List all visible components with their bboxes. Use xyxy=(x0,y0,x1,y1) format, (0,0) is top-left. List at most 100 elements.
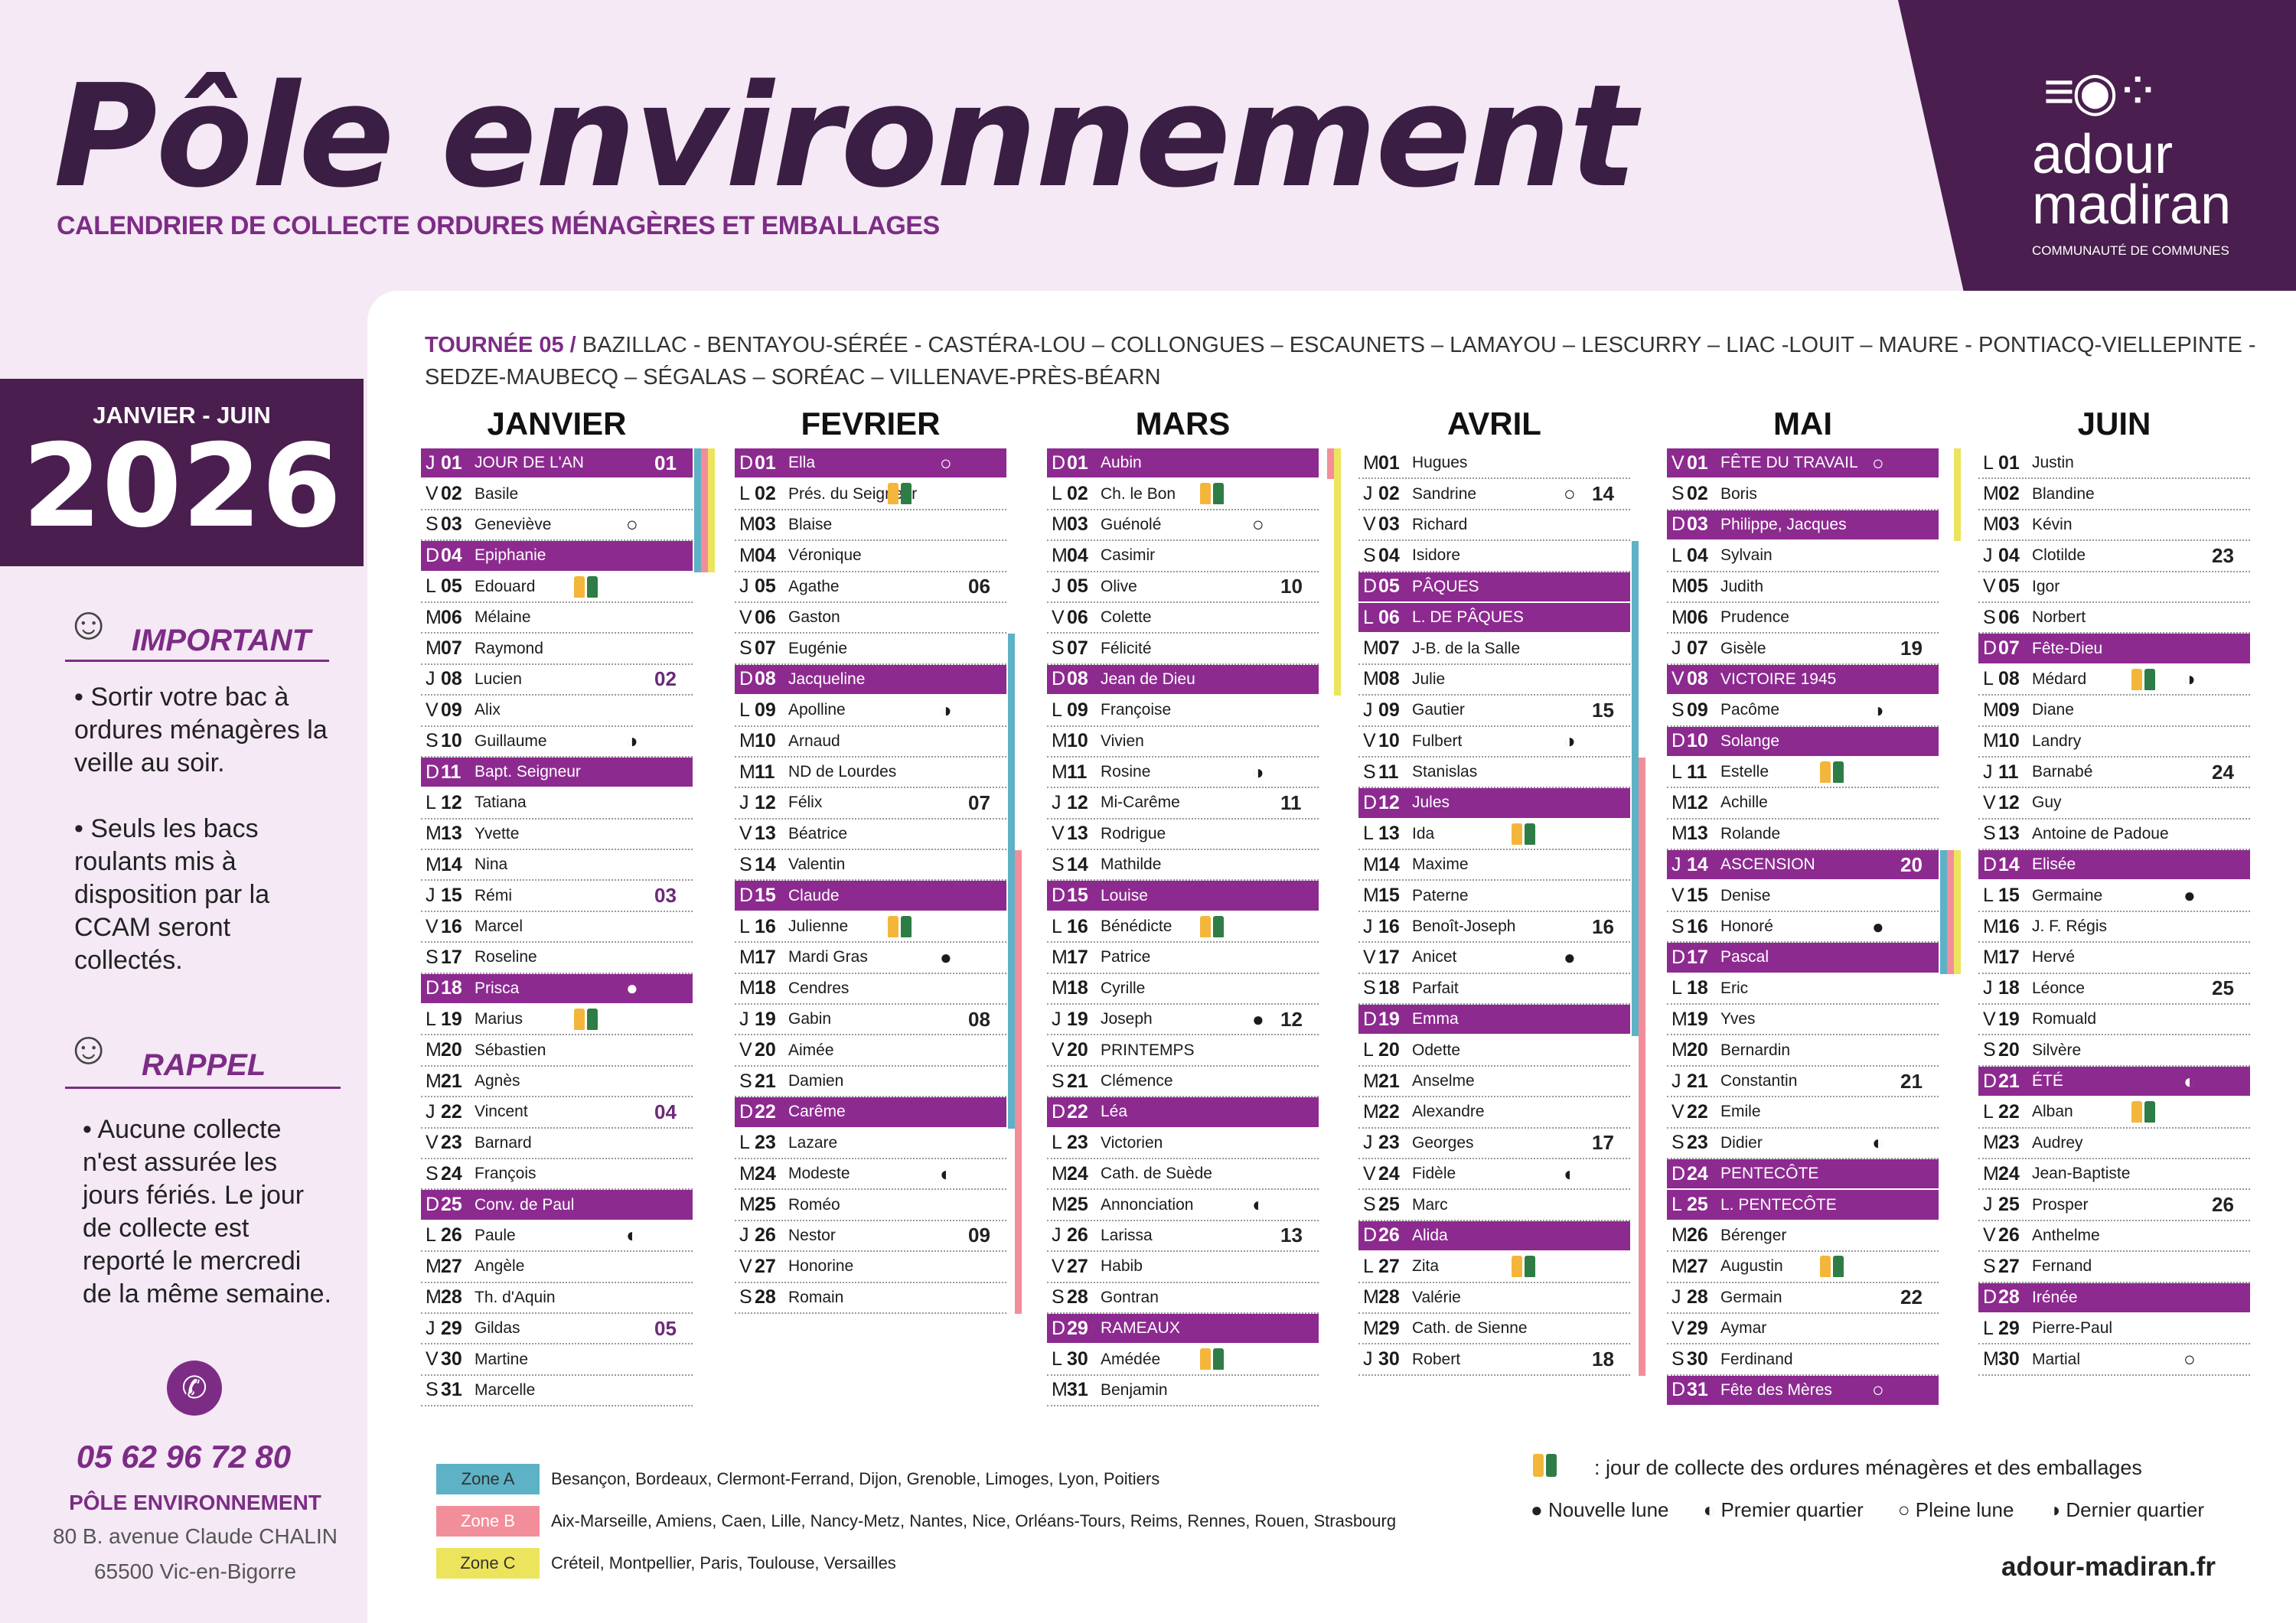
day-number: 22 xyxy=(1687,1100,1708,1123)
day-number: 14 xyxy=(1998,853,2020,875)
day-row: D 31 Fête des Mères ○ xyxy=(1667,1375,1939,1407)
day-row: S 04 Isidore xyxy=(1358,541,1630,572)
saint-name: Zita xyxy=(1412,1257,1440,1276)
saint-name: Romuald xyxy=(2032,1010,2097,1028)
week-number: 17 xyxy=(1592,1131,1614,1155)
saint-name: Landry xyxy=(2032,732,2082,750)
day-row: S 24 François xyxy=(421,1159,693,1191)
week-number: 18 xyxy=(1592,1348,1614,1371)
day-number: 29 xyxy=(1998,1317,2020,1339)
weekday-letter: M xyxy=(1983,699,1999,721)
day-number: 18 xyxy=(1378,977,1400,999)
bins-icon xyxy=(888,483,912,505)
weekday-letter: L xyxy=(739,1132,750,1154)
month-title: JANVIER xyxy=(487,406,627,442)
saint-name: Isidore xyxy=(1412,546,1461,565)
weekday-letter: M xyxy=(1363,668,1379,690)
weekday-letter: S xyxy=(1363,761,1376,783)
weekday-letter: L xyxy=(426,575,436,598)
day-row: D 26 Alida xyxy=(1358,1221,1630,1253)
day-number: 02 xyxy=(1378,483,1400,505)
month-mai: MAI V 01 FÊTE DU TRAVAIL ○ S 02 Boris D 03 Philipp… xyxy=(1667,406,1973,1407)
week-number: 02 xyxy=(654,667,677,691)
day-row: J 16 Benoît-Joseph 16 xyxy=(1358,912,1630,943)
day-row: D 28 Irénée xyxy=(1978,1282,2250,1314)
saint-name: Prosper xyxy=(2032,1195,2089,1214)
saint-name: Amédée xyxy=(1101,1350,1161,1368)
saint-name: Ella xyxy=(788,454,816,472)
day-row: M 25 Roméo xyxy=(735,1190,1006,1221)
day-number: 22 xyxy=(1378,1100,1400,1123)
day-row: S 20 Silvère xyxy=(1978,1035,2250,1067)
day-number: 02 xyxy=(1067,483,1088,505)
weekday-letter: M xyxy=(1363,1070,1379,1092)
day-row: J 08 Lucien 02 xyxy=(421,665,693,696)
weekday-letter: J xyxy=(1671,1070,1681,1092)
school-holiday-zone-a xyxy=(694,448,701,572)
day-row: L 08 Médard ◑ xyxy=(1978,665,2250,696)
phone-number[interactable]: 05 62 96 72 80 xyxy=(76,1439,292,1475)
week-number: 14 xyxy=(1592,482,1614,506)
day-row: D 22 Carême xyxy=(735,1097,1006,1129)
weekday-letter: S xyxy=(1052,637,1065,660)
weekday-letter: J xyxy=(1983,1194,1993,1216)
day-row: S 10 Guillaume ◑ xyxy=(421,727,693,758)
last-moon-icon: ◑ xyxy=(1872,698,1884,722)
saint-name: Ch. le Bon xyxy=(1101,484,1176,503)
weekday-letter: D xyxy=(1052,668,1066,690)
weekday-letter: M xyxy=(426,1070,442,1092)
day-row: M 28 Valérie xyxy=(1358,1283,1630,1314)
weekday-letter: D xyxy=(1983,1070,1998,1092)
weekday-letter: J xyxy=(1983,761,1993,783)
day-number: 21 xyxy=(1067,1070,1088,1092)
saint-name: Th. d'Aquin xyxy=(475,1288,556,1306)
important-item: • Seuls les bacs roulants mis à disposit… xyxy=(74,814,270,975)
day-row: M 27 Augustin xyxy=(1667,1252,1939,1283)
weekday-letter: L xyxy=(1363,1255,1374,1277)
weekday-letter: M xyxy=(1052,1194,1068,1216)
weekday-letter: M xyxy=(1671,606,1688,628)
weekday-letter: L xyxy=(426,1008,436,1030)
month-fevrier: FEVRIER D 01 Ella ○ L 02 Prés. du Seigneur M 03 Bl… xyxy=(735,406,1041,1315)
day-row: L 30 Amédée xyxy=(1047,1344,1319,1376)
bins-icon xyxy=(2131,668,2155,690)
saint-name: Gildas xyxy=(475,1319,520,1338)
weekday-letter: J xyxy=(426,668,435,690)
saint-name: Félix xyxy=(788,794,823,812)
saint-name: PENTECÔTE xyxy=(1720,1165,1819,1183)
logo-line2: madiran xyxy=(2032,174,2232,236)
day-row: S 21 Damien xyxy=(735,1067,1006,1098)
day-number: 04 xyxy=(755,544,776,566)
saint-name: Ida xyxy=(1412,824,1435,842)
weekday-letter: L xyxy=(1671,761,1682,783)
weekday-letter: M xyxy=(1983,915,1999,937)
weekday-letter: V xyxy=(1363,513,1376,536)
day-number: 07 xyxy=(1067,637,1088,660)
weekday-letter: M xyxy=(426,1039,442,1061)
weekday-letter: M xyxy=(1983,1348,1999,1370)
day-number: 10 xyxy=(1378,730,1400,752)
weekday-letter: S xyxy=(1363,977,1376,999)
saint-name: ÉTÉ xyxy=(2032,1072,2063,1090)
bins-icon xyxy=(1820,1256,1844,1278)
full-moon-icon: ○ xyxy=(1252,513,1264,536)
saint-name: Patrice xyxy=(1101,948,1151,966)
weekday-letter: S xyxy=(1052,853,1065,875)
weekday-letter: L xyxy=(1983,1100,1994,1123)
day-row: J 25 Prosper 26 xyxy=(1978,1190,2250,1221)
saint-name: Roméo xyxy=(788,1195,840,1214)
saint-name: Lucien xyxy=(475,670,522,688)
saint-name: Yves xyxy=(1720,1010,1756,1028)
day-row: V 06 Colette xyxy=(1047,603,1319,634)
saint-name: Ferdinand xyxy=(1720,1350,1793,1368)
website-link[interactable]: adour-madiran.fr xyxy=(2001,1552,2216,1582)
first-moon-icon: ◐ xyxy=(1564,1162,1576,1185)
saint-name: Guillaume xyxy=(475,732,547,750)
saint-name: FÊTE DU TRAVAIL xyxy=(1720,454,1858,472)
important-title: IMPORTANT xyxy=(132,624,311,657)
day-number: 17 xyxy=(1067,946,1088,968)
saint-name: Justin xyxy=(2032,454,2074,472)
saint-name: Augustin xyxy=(1720,1257,1783,1276)
new-moon-icon: ● xyxy=(2183,884,2196,908)
day-row: L 19 Marius xyxy=(421,1005,693,1036)
